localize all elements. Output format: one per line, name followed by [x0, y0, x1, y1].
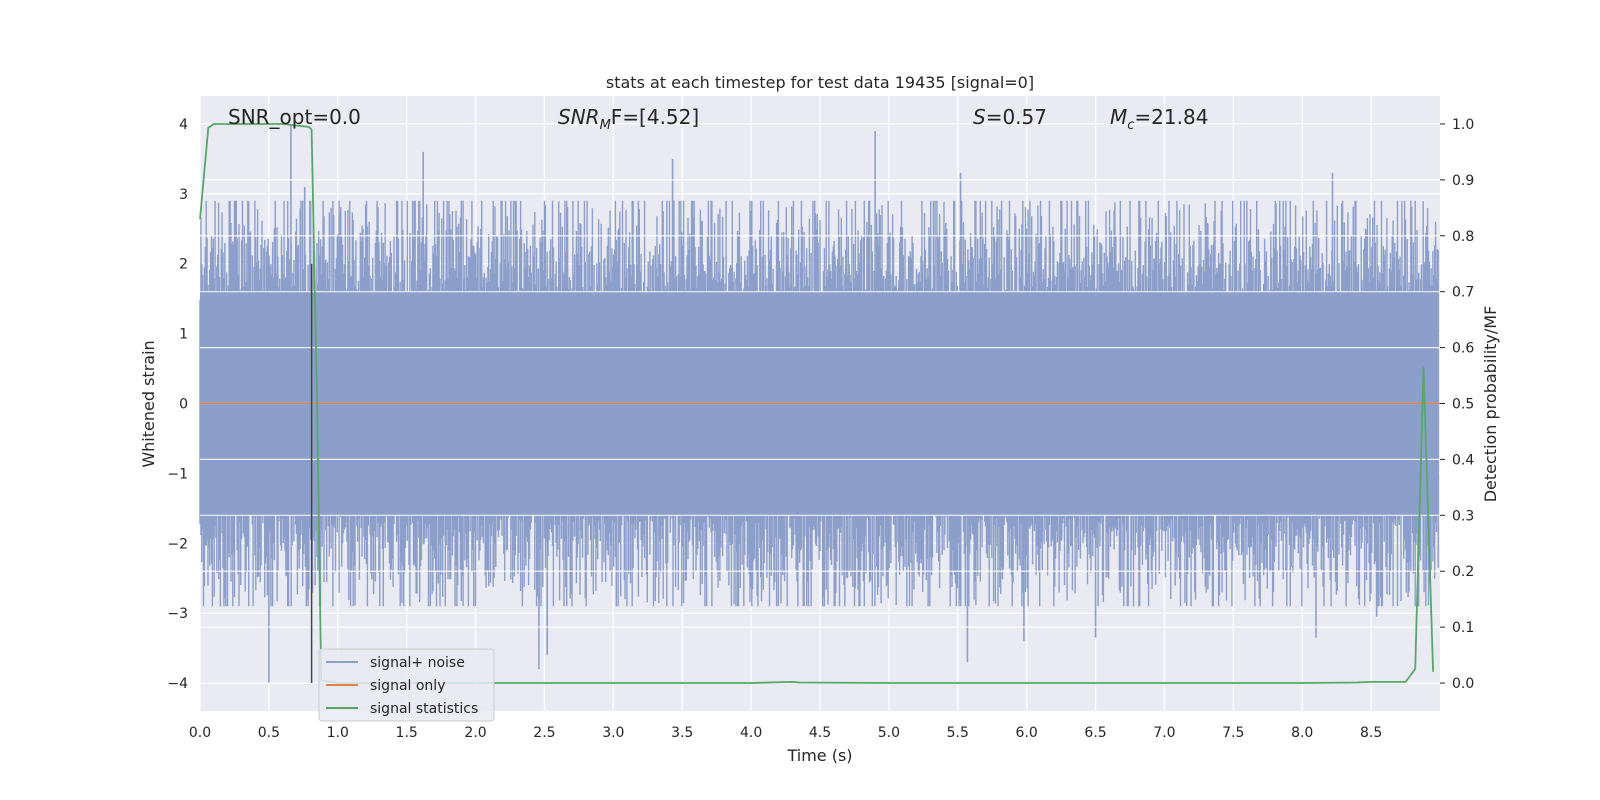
mc-label: M [1110, 105, 1127, 129]
x-tick-label: 2.5 [533, 725, 555, 741]
legend-box [318, 648, 495, 722]
y-axis-label: Whitened strain [139, 340, 158, 467]
y-tick-label: −1 [167, 466, 188, 482]
y-tick-label: −3 [167, 606, 188, 622]
x-tick-labels: 0.0 0.5 1.0 1.5 2.0 2.5 3.0 3.5 4.0 4.5 5.0 5.5 6.0 6… [189, 725, 1382, 741]
y2-tick-label: 0.9 [1452, 173, 1474, 189]
x-tick-label: 0.5 [258, 725, 280, 741]
y-tick-label: 3 [179, 187, 188, 203]
y2-tick-labels: 0.0 0.1 0.2 0.3 0.4 0.5 0.6 0.7 0.8 0.9 1.0 [1440, 117, 1474, 692]
x-tick-label: 5.5 [947, 725, 969, 741]
x-tick-label: 2.0 [464, 725, 486, 741]
y-tick-label: −2 [167, 536, 188, 552]
x-tick-label: 3.0 [602, 725, 624, 741]
x-tick-label: 8.5 [1360, 725, 1382, 741]
x-axis-label: Time (s) [786, 746, 852, 765]
y2-tick-label: 0.0 [1452, 676, 1474, 692]
y2-tick-label: 0.6 [1452, 341, 1474, 357]
annotation-s: S=0.57 [973, 105, 1047, 129]
snr-mf-label: SNR [558, 105, 600, 129]
snr-mf-subscript: M [600, 118, 611, 133]
y-tick-label: −4 [167, 676, 188, 692]
mc-subscript: c [1127, 118, 1134, 133]
y2-tick-label: 0.8 [1452, 229, 1474, 245]
line-series [199, 123, 1440, 684]
y2-tick-label: 0.5 [1452, 397, 1474, 413]
y-tick-label: 0 [179, 397, 188, 413]
x-tick-label: 4.0 [740, 725, 762, 741]
x-tick-label: 3.5 [671, 725, 693, 741]
annotation-mc: Mc=21.84 [1110, 105, 1208, 133]
x-tick-label: 6.0 [1016, 725, 1038, 741]
y-tick-label: 2 [179, 257, 188, 273]
x-tick-label: 8.0 [1291, 725, 1313, 741]
legend-label-signal-noise: signal+ noise [370, 655, 465, 671]
y-tick-label: 4 [179, 117, 188, 133]
y2-tick-label: 0.3 [1452, 508, 1474, 524]
s-value: =0.57 [986, 105, 1047, 129]
y2-tick-label: 0.7 [1452, 285, 1474, 301]
x-tick-label: 6.5 [1084, 725, 1106, 741]
x-tick-label: 7.5 [1222, 725, 1244, 741]
y2-tick-label: 0.4 [1452, 452, 1474, 468]
x-tick-label: 0.0 [189, 725, 211, 741]
legend-label-signal-statistics: signal statistics [370, 701, 478, 717]
y-tick-label: 1 [179, 327, 188, 343]
legend: signal+ noise signal only signal statist… [318, 648, 495, 722]
annotation-snr-mf: SNRMF=[4.52] [558, 105, 699, 133]
x-tick-label: 1.5 [396, 725, 418, 741]
y2-axis-label: Detection probability/MF [1481, 306, 1500, 503]
y2-tick-label: 0.1 [1452, 620, 1474, 636]
y-tick-labels: −4 −3 −2 −1 0 1 2 3 4 [167, 117, 188, 692]
x-tick-label: 4.5 [809, 725, 831, 741]
mc-value: =21.84 [1134, 105, 1208, 129]
x-tick-label: 7.0 [1153, 725, 1175, 741]
s-label: S [973, 105, 986, 129]
signal-statistics-line [199, 123, 1434, 684]
annotation-snr-opt: SNR_opt=0.0 [228, 105, 361, 129]
snr-mf-value: F=[4.52] [611, 105, 699, 129]
legend-label-signal-only: signal only [370, 678, 445, 694]
y2-tick-label: 1.0 [1452, 117, 1474, 133]
y2-tick-label: 0.2 [1452, 564, 1474, 580]
chart-title: stats at each timestep for test data 194… [606, 73, 1034, 92]
x-tick-label: 5.0 [878, 725, 900, 741]
x-tick-label: 1.0 [327, 725, 349, 741]
